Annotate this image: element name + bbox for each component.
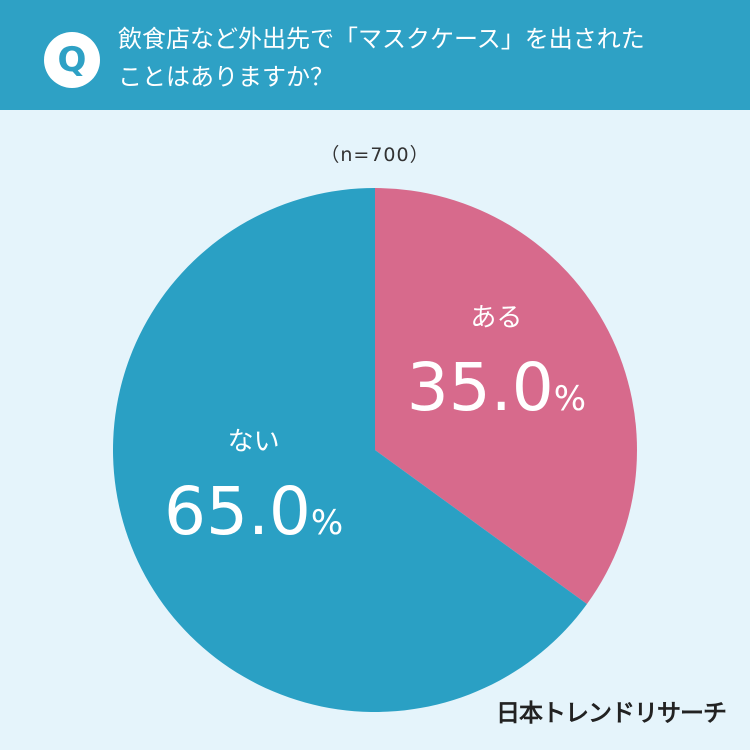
slice-value-label: 35.0% bbox=[407, 349, 586, 426]
pie-slice-no bbox=[113, 188, 587, 712]
slice-value-label: 65.0% bbox=[164, 473, 343, 550]
question-text: 飲食店など外出先で「マスクケース」を出された ことはありますか？ bbox=[118, 20, 718, 96]
question-line-1: 飲食店など外出先で「マスクケース」を出された bbox=[118, 25, 645, 53]
pie-slice-yes bbox=[375, 188, 637, 604]
brand-logo: 日本トレンドリサーチ bbox=[496, 699, 727, 727]
slice-category-label: ない bbox=[228, 427, 280, 457]
question-header: Q 飲食店など外出先で「マスクケース」を出された ことはありますか？ bbox=[0, 0, 750, 110]
sample-size: （n=700） bbox=[320, 144, 430, 166]
question-line-2: ことはありますか？ bbox=[118, 63, 334, 91]
slice-category-label: ある bbox=[470, 303, 522, 333]
q-badge: Q bbox=[44, 32, 100, 88]
